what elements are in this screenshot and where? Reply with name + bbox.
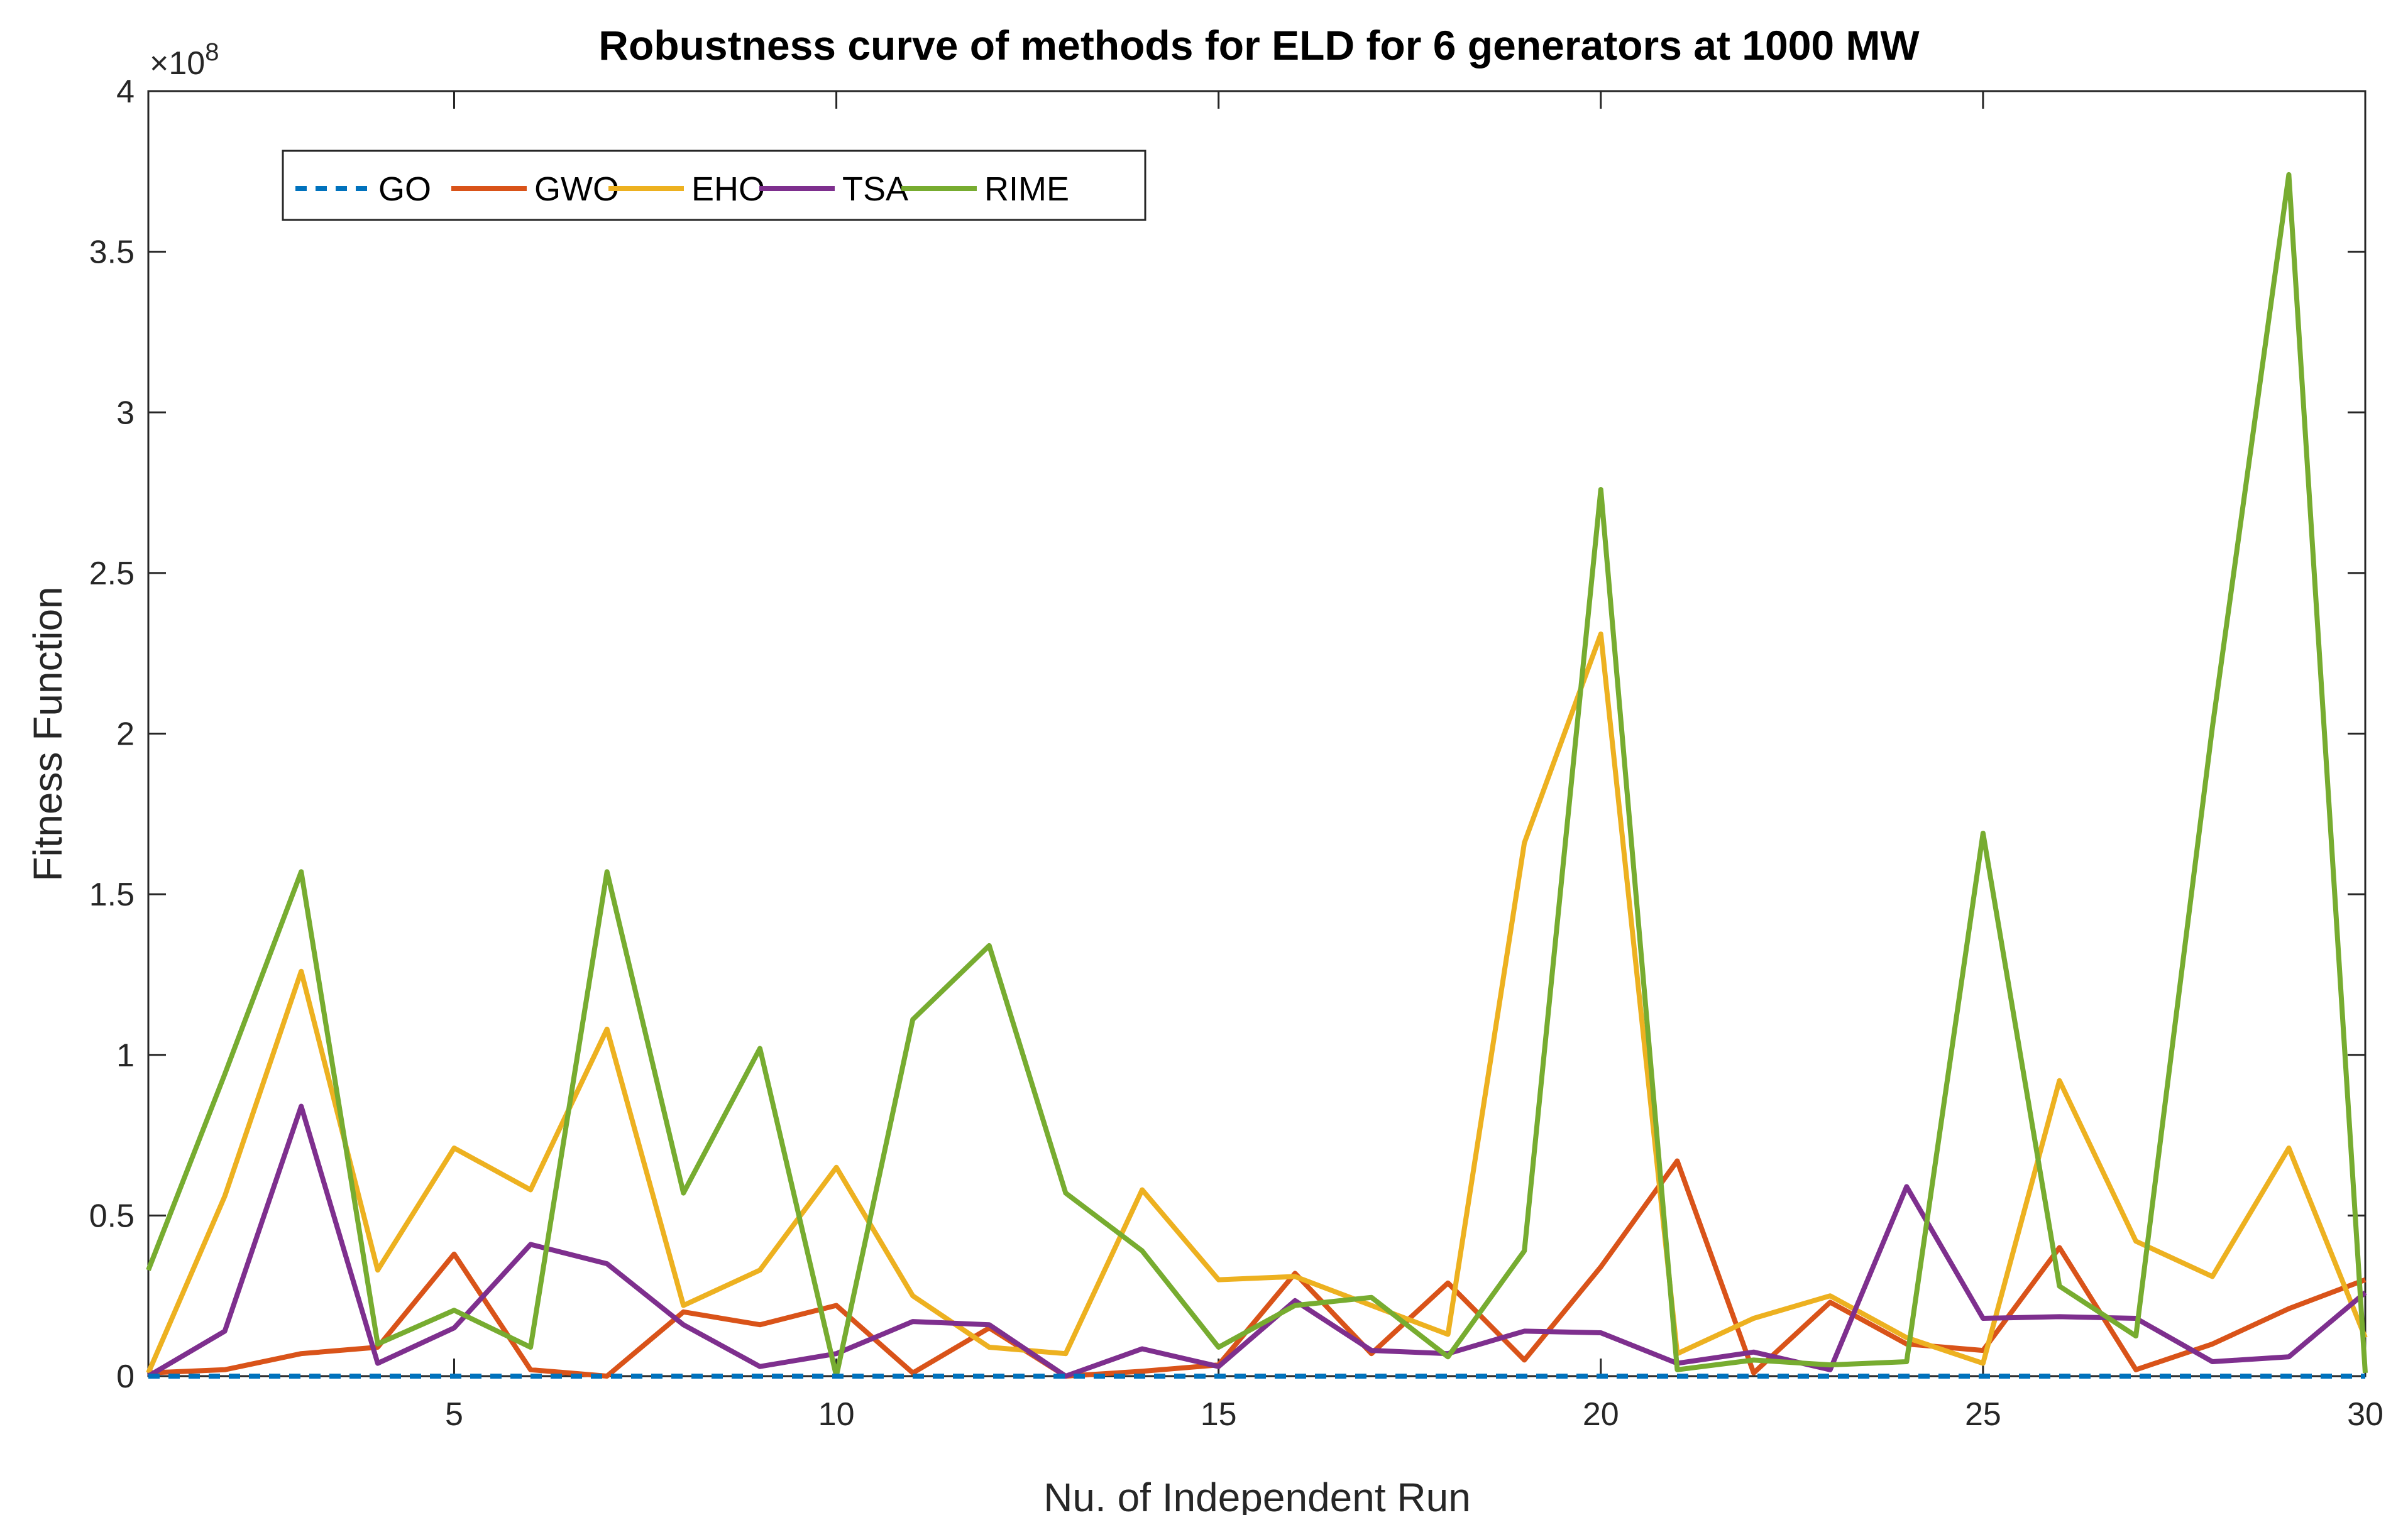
plot-area [147, 90, 2367, 1377]
legend-label-eho: EHO [691, 170, 765, 208]
y-tick-label: 3 [116, 395, 135, 431]
y-axis-label: Fitness Function [25, 586, 70, 882]
legend: GO GWO EHO TSA RIME [282, 150, 1146, 221]
x-tick-label: 15 [1201, 1396, 1237, 1433]
chart-title: Robustness curve of methods for ELD for … [598, 22, 1920, 68]
series-line-gwo [148, 1158, 2367, 1379]
y-tick-label: 2.5 [89, 555, 135, 592]
y-exponent-label: ×108 [150, 38, 219, 82]
x-tick-label: 10 [818, 1396, 855, 1433]
x-tick-label: 5 [445, 1396, 463, 1433]
y-tick-label: 1 [116, 1037, 135, 1074]
legend-label-rime: RIME [984, 170, 1069, 208]
series-line-tsa [146, 1103, 2367, 1379]
y-tick-label: 0.5 [89, 1198, 135, 1234]
legend-label-tsa: TSA [842, 170, 908, 208]
y-tick-label: 1.5 [89, 877, 135, 913]
y-tick-label: 3.5 [89, 234, 135, 271]
x-axis-ticks: 5 10 15 20 25 30 [445, 91, 2383, 1433]
x-tick-label: 25 [1965, 1396, 2001, 1433]
y-tick-label: 0 [116, 1359, 135, 1395]
y-tick-label: 4 [116, 74, 135, 110]
series-lines [146, 172, 2368, 1379]
legend-box [282, 150, 1146, 221]
x-tick-label: 30 [2347, 1396, 2383, 1433]
legend-label-go: GO [378, 170, 431, 208]
y-axis-ticks: 0 0.5 1 1.5 2 2.5 3 3.5 4 [89, 74, 2365, 1395]
y-tick-label: 2 [116, 716, 135, 753]
legend-label-gwo: GWO [534, 170, 619, 208]
y-exponent-power: 8 [205, 38, 219, 66]
series-line-rime [146, 172, 2368, 1379]
x-tick-label: 20 [1583, 1396, 1619, 1433]
x-axis-label: Nu. of Independent Run [1043, 1475, 1471, 1515]
